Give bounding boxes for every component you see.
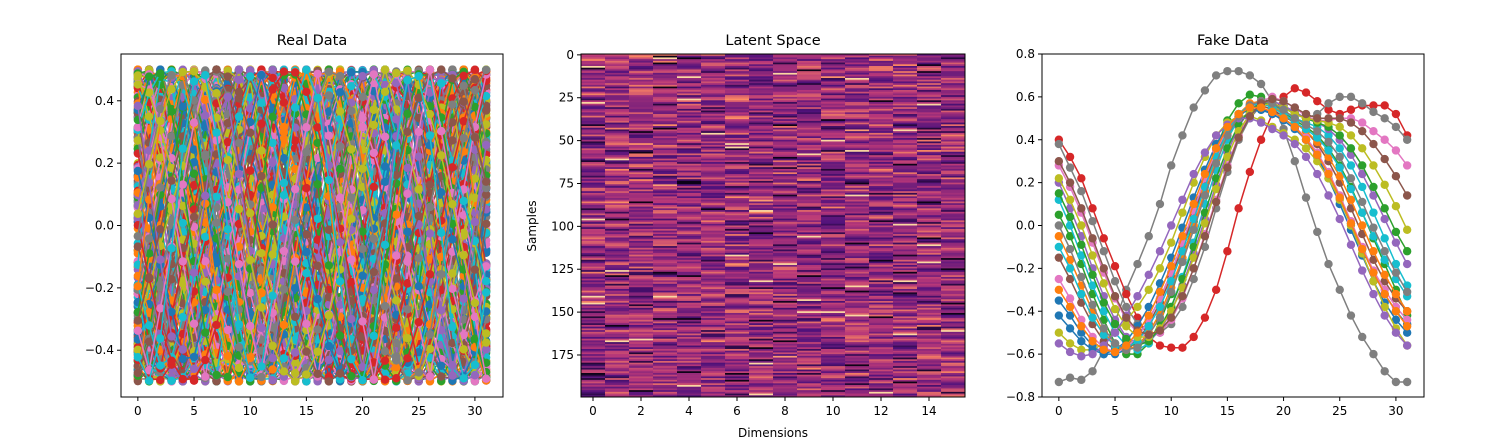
- panel-real-data: Real Data 0 5 10 15 20 25 30−0.4−0.20.00.20.4: [85, 33, 504, 418]
- real-data-series-group: [133, 65, 491, 386]
- title-real-data: Real Data: [277, 33, 348, 49]
- plot-area-real: [133, 65, 491, 386]
